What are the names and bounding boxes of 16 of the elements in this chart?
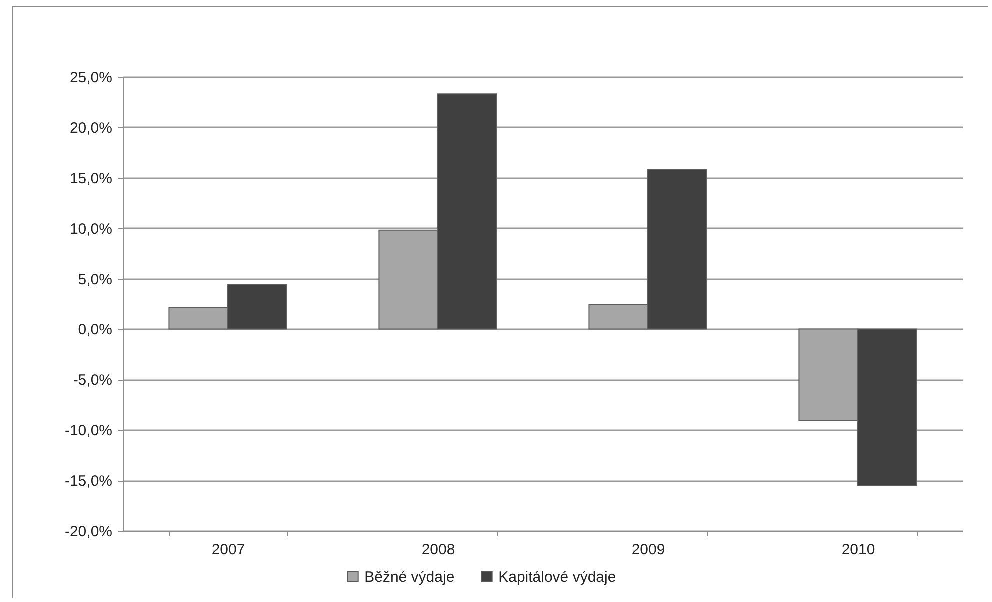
x-tick-label: 2007 bbox=[212, 542, 246, 558]
legend-label: Běžné výdaje bbox=[364, 568, 455, 586]
y-tick-label: 5,0% bbox=[78, 271, 112, 288]
y-tick-label: -10,0% bbox=[64, 422, 112, 440]
x-tick-label: 2010 bbox=[842, 542, 876, 558]
y-tick-label: 20,0% bbox=[70, 120, 112, 137]
y-tick-label: -5,0% bbox=[73, 372, 112, 390]
y-tick-label: 10,0% bbox=[70, 220, 112, 238]
y-tick-label: 0,0% bbox=[78, 322, 112, 339]
y-tick-label: 15,0% bbox=[70, 170, 112, 188]
x-tick-label: 2009 bbox=[632, 542, 666, 558]
x-tick-label: 2008 bbox=[422, 542, 456, 558]
legend-label: Kapitálové výdaje bbox=[498, 568, 616, 586]
y-tick-label: -20,0% bbox=[64, 524, 112, 540]
y-tick-label: 25,0% bbox=[70, 70, 112, 86]
y-tick-label: -15,0% bbox=[64, 473, 112, 490]
